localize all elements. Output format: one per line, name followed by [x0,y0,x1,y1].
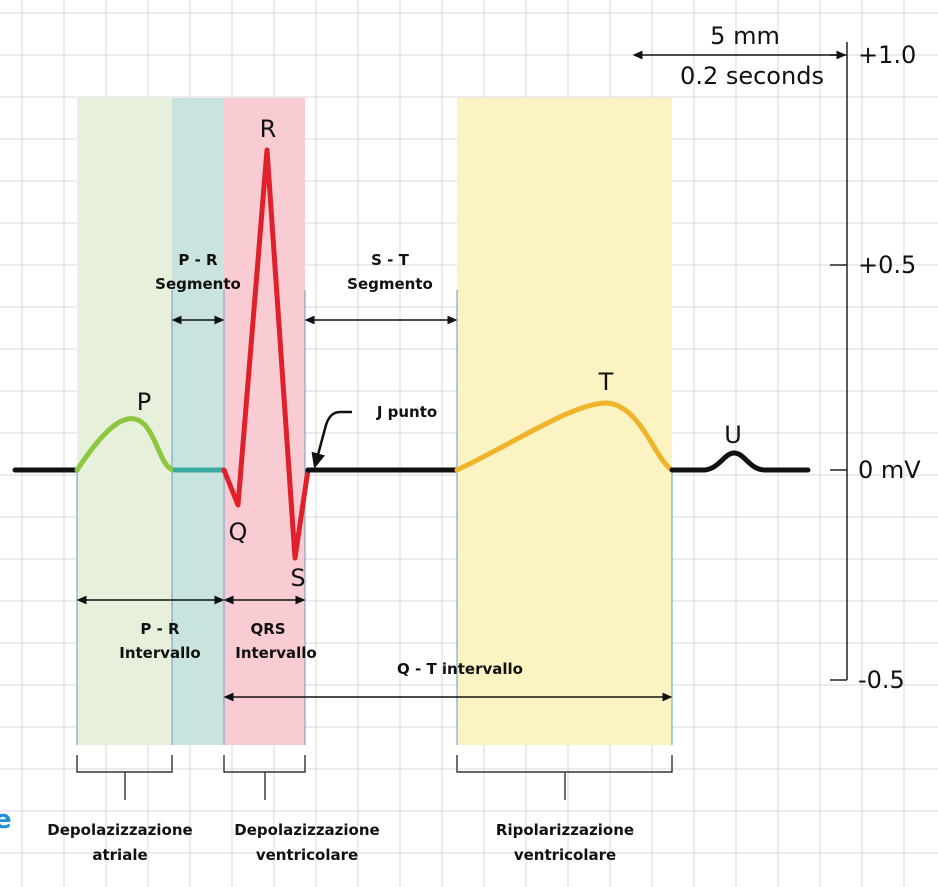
segment-label: P - R [178,251,218,269]
j-arrow [311,410,352,469]
axis-label: -0.5 [858,666,905,694]
dividers [76,290,673,745]
scale-duration: 0.2 seconds [680,62,824,90]
interval-label: QRS [250,620,285,638]
interval-label: Intervallo [119,644,201,662]
axis-label: +1.0 [858,41,916,69]
phase-label: ventricolare [514,846,616,864]
j-label: J punto [376,403,437,421]
axis-label: 0 mV [858,456,921,484]
u-wave [669,450,811,473]
p-wave [74,416,178,473]
edge-text: e [0,805,12,835]
segment-label: S - T [371,251,409,269]
wave-label: Q [229,518,248,546]
wave-label: U [724,421,742,449]
axis-label: +0.5 [858,251,916,279]
bracket [76,755,173,800]
wave-label: R [260,115,277,143]
phase-label: Depolazizzazione [234,821,379,839]
qrs-complex [221,147,311,561]
segment-label: Segmento [347,275,433,293]
segment-label: Segmento [155,275,241,293]
mv-axis: +1.0 +0.5 0 mV -0.5 [830,41,921,694]
bracket [456,755,673,800]
phase-label: Depolazizzazione [47,821,192,839]
phase-label: atriale [92,846,147,864]
interval-label: Q - T intervallo [397,660,523,678]
interval-label: P - R [140,620,180,638]
interval-label: Intervallo [235,644,317,662]
brackets [76,755,673,800]
bracket [223,755,306,800]
pr-region [172,98,224,745]
regions [77,98,672,745]
wave-label: S [290,564,305,592]
scale-length: 5 mm [710,22,780,50]
wave-label: P [137,388,151,416]
wave-label: T [598,368,614,396]
phase-label: Ripolarizzazione [496,821,634,839]
phase-label: ventricolare [256,846,358,864]
t-wave [454,400,675,473]
waveform [12,147,811,561]
